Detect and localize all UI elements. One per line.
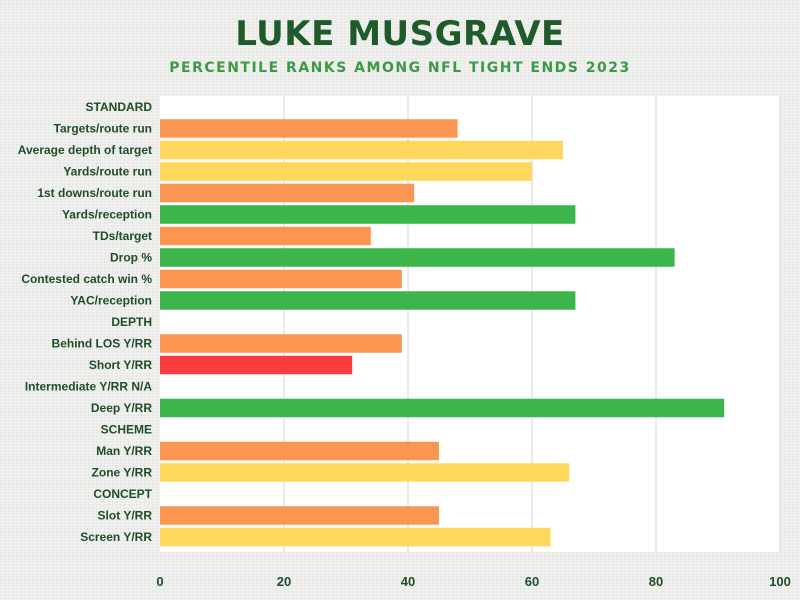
category-label: Average depth of target <box>18 143 152 157</box>
category-label: Man Y/RR <box>96 444 152 458</box>
category-labels: STANDARD Targets/route run Average depth o… <box>18 100 153 544</box>
x-tick-label: 0 <box>156 574 163 589</box>
x-axis-ticks: 0 20 40 60 80 100 <box>156 574 790 589</box>
bar <box>160 269 402 289</box>
bar <box>160 527 551 547</box>
x-tick-label: 20 <box>277 574 291 589</box>
bar <box>160 119 458 138</box>
category-label: STANDARD <box>86 100 153 114</box>
x-tick-label: 60 <box>525 574 539 589</box>
category-label: DEPTH <box>111 315 152 329</box>
category-label: Behind LOS Y/RR <box>52 337 153 351</box>
bar <box>160 291 576 310</box>
category-label: Slot Y/RR <box>98 509 153 523</box>
category-label: Yards/route run <box>63 165 152 179</box>
bar <box>160 226 371 246</box>
bar <box>160 463 570 482</box>
bar <box>160 334 402 353</box>
category-label: Targets/route run <box>54 122 152 136</box>
category-label: Intermediate Y/RR N/A <box>25 380 152 394</box>
bar <box>160 355 353 375</box>
bar <box>160 398 725 418</box>
category-label: Zone Y/RR <box>92 466 153 480</box>
category-label: CONCEPT <box>93 487 152 501</box>
category-label: Contested catch win % <box>21 272 152 286</box>
bar <box>160 248 675 267</box>
category-label: Drop % <box>110 251 152 265</box>
bar <box>160 205 576 224</box>
x-tick-label: 40 <box>401 574 415 589</box>
category-label: SCHEME <box>101 423 152 437</box>
bar <box>160 140 563 160</box>
category-label: YAC/reception <box>70 294 152 308</box>
bar <box>160 162 532 181</box>
bar <box>160 441 439 461</box>
category-label: Screen Y/RR <box>80 530 152 544</box>
category-label: Deep Y/RR <box>91 401 152 415</box>
bars <box>160 119 725 547</box>
bar <box>160 506 439 525</box>
chart-title: LUKE MUSGRAVE <box>235 14 565 54</box>
bar <box>160 183 415 203</box>
x-tick-label: 80 <box>649 574 663 589</box>
category-label: 1st downs/route run <box>37 186 152 200</box>
category-label: Short Y/RR <box>89 358 152 372</box>
chart-subtitle: PERCENTILE RANKS AMONG NFL TIGHT ENDS 20… <box>169 60 631 76</box>
category-label: TDs/target <box>93 229 152 243</box>
category-label: Yards/reception <box>62 208 152 222</box>
x-tick-label: 100 <box>769 574 791 589</box>
